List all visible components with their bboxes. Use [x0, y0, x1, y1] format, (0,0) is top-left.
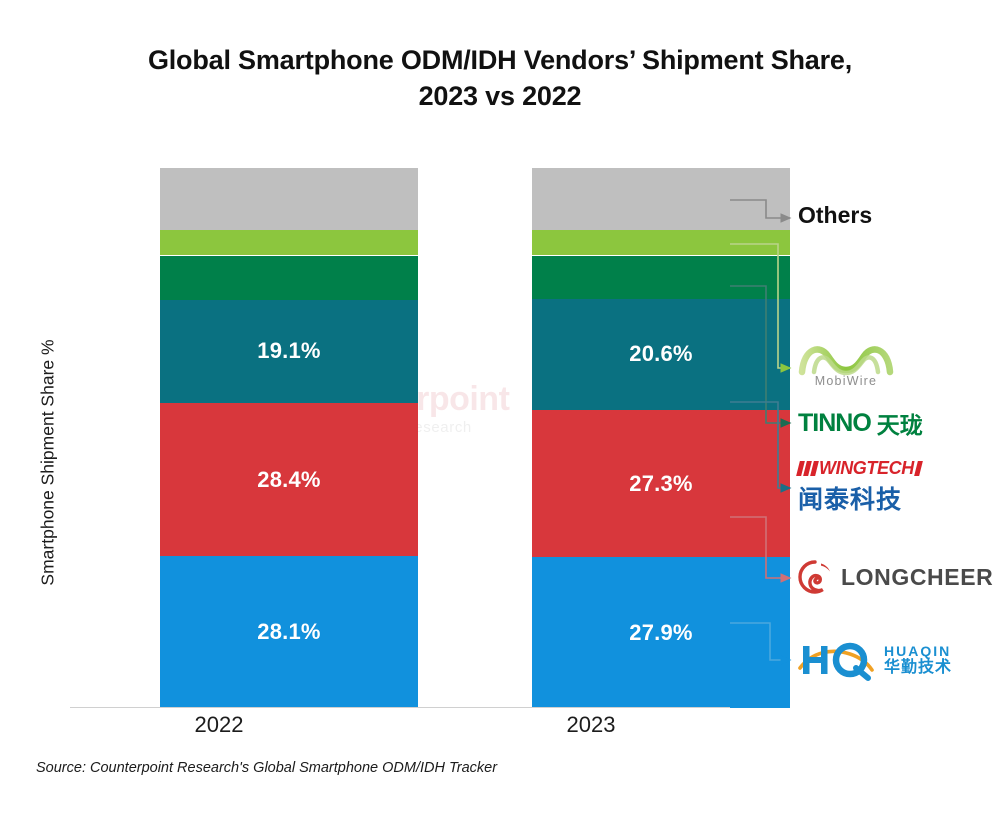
legend: Others MobiWire TINNO	[728, 168, 1000, 708]
huaqin-wordmark: HUAQIN	[884, 643, 952, 660]
bar-segment-others-2022[interactable]	[160, 168, 418, 230]
huaqin-mark-icon	[798, 642, 874, 681]
mobiwire-logo: MobiWire	[798, 340, 894, 388]
huaqin-text-block: HUAQIN 华勤技术	[884, 644, 952, 675]
segment-value-label: 20.6%	[629, 341, 693, 367]
mobiwire-wordmark: MobiWire	[814, 374, 878, 388]
wingtech-logo: WINGTECH 闻泰科技	[796, 458, 923, 516]
bar-segment-huaqin-2023[interactable]: 27.9%	[532, 557, 790, 708]
wingtech-wordmark-row: WINGTECH	[796, 458, 923, 479]
segment-value-label: 27.3%	[629, 470, 693, 496]
legend-item-wingtech[interactable]: WINGTECH 闻泰科技	[796, 458, 923, 516]
source-note: Source: Counterpoint Research's Global S…	[36, 760, 498, 776]
legend-item-longcheer[interactable]: LONGCHEER	[798, 560, 993, 594]
bar-segment-tinno-2023[interactable]	[532, 255, 790, 299]
stacked-bar-2022[interactable]: 28.1% 28.4% 19.1%	[160, 168, 418, 708]
bar-segment-mobiwire-2022[interactable]	[160, 229, 418, 256]
mobiwire-mark-icon	[798, 346, 894, 376]
longcheer-mark-icon	[798, 560, 830, 594]
huaqin-logo: HUAQIN 华勤技术	[798, 638, 952, 682]
x-tick-2023: 2023	[566, 712, 616, 737]
legend-item-mobiwire[interactable]: MobiWire	[798, 340, 894, 388]
segment-value-label: 28.1%	[257, 619, 321, 645]
bar-segment-longcheer-2023[interactable]: 27.3%	[532, 409, 790, 558]
page-title: Global Smartphone ODM/IDH Vendors’ Shipm…	[0, 42, 1000, 114]
plot-area: 28.1% 28.4% 19.1% 27.9% 27.3% 20.6%	[70, 168, 790, 708]
bar-segment-huaqin-2022[interactable]: 28.1%	[160, 556, 418, 708]
legend-label-others: Others	[798, 202, 873, 228]
tinno-logo: TINNO 天珑	[798, 406, 923, 440]
tinno-chinese-name: 天珑	[876, 413, 923, 439]
wingtech-chinese-name: 闻泰科技	[798, 485, 903, 514]
longcheer-logo: LONGCHEER	[798, 560, 993, 594]
title-line-1: Global Smartphone ODM/IDH Vendors’ Shipm…	[147, 45, 853, 75]
y-axis-label: Smartphone Shipment Share %	[37, 339, 58, 586]
leader-lines	[730, 199, 792, 665]
wingtech-wordmark: WINGTECH	[819, 458, 914, 478]
bar-segment-wingtech-2023[interactable]: 20.6%	[532, 298, 790, 410]
longcheer-wordmark: LONGCHEER	[841, 563, 994, 590]
segment-value-label: 27.9%	[629, 619, 693, 645]
bar-segment-others-2023[interactable]	[532, 168, 790, 230]
legend-item-others[interactable]: Others	[798, 202, 872, 229]
segment-value-label: 19.1%	[257, 338, 321, 364]
x-axis-line	[70, 707, 730, 708]
bar-segment-wingtech-2022[interactable]: 19.1%	[160, 299, 418, 403]
wingtech-stripes-icon	[796, 461, 819, 476]
segment-value-label: 28.4%	[257, 466, 321, 492]
legend-item-tinno[interactable]: TINNO 天珑	[798, 406, 923, 440]
title-line-2: 2023 vs 2022	[418, 81, 582, 111]
bar-segment-tinno-2022[interactable]	[160, 255, 418, 300]
bar-segment-mobiwire-2023[interactable]	[532, 229, 790, 256]
bar-segment-longcheer-2022[interactable]: 28.4%	[160, 402, 418, 557]
stacked-bar-2023[interactable]: 27.9% 27.3% 20.6%	[532, 168, 790, 708]
tinno-wordmark: TINNO	[798, 408, 872, 437]
x-tick-2022: 2022	[194, 712, 244, 737]
legend-item-huaqin[interactable]: HUAQIN 华勤技术	[798, 638, 952, 682]
huaqin-chinese-name: 华勤技术	[884, 656, 953, 676]
